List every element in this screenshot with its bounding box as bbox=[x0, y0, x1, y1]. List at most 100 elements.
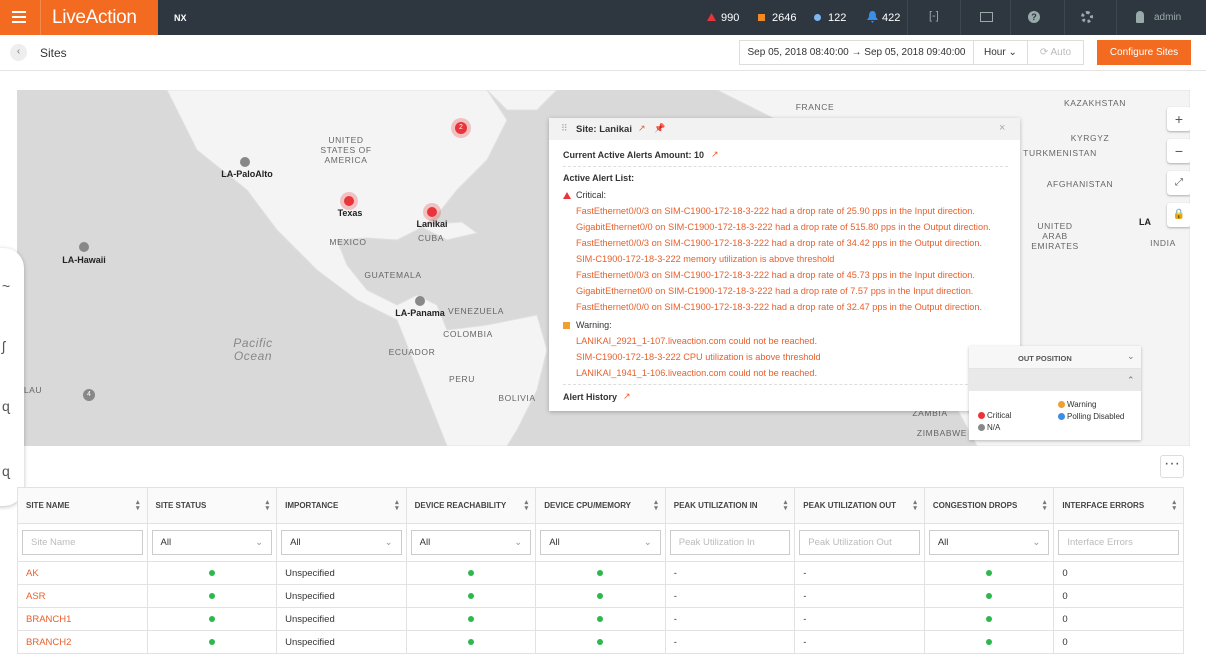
sort-icon: ▴▾ bbox=[266, 500, 270, 512]
date-range[interactable]: Sep 05, 2018 08:40:00 → Sep 05, 2018 09:… bbox=[739, 40, 974, 65]
auto-refresh[interactable]: ⟳ Auto bbox=[1027, 40, 1084, 65]
site-cluster[interactable]: 2 bbox=[455, 122, 467, 134]
table-cell[interactable]: AK bbox=[18, 562, 148, 585]
help-icon[interactable]: ? bbox=[1028, 11, 1040, 23]
column-header[interactable]: INTERFACE ERRORS▴▾ bbox=[1054, 488, 1184, 524]
filter-text: All bbox=[290, 537, 301, 548]
column-header[interactable]: SITE STATUS▴▾ bbox=[147, 488, 277, 524]
table-cell[interactable]: BRANCH1 bbox=[18, 608, 148, 631]
warning-alert[interactable]: SIM-C1900-172-18-3-222 CPU utilization i… bbox=[576, 352, 821, 362]
status-dot bbox=[597, 639, 603, 645]
sort-icon: ▴▾ bbox=[525, 500, 529, 512]
more-button[interactable]: ··· bbox=[1160, 455, 1184, 478]
column-header[interactable]: SITE NAME▴▾ bbox=[18, 488, 148, 524]
pin-icon[interactable]: 📌 bbox=[654, 123, 665, 134]
settings-icon[interactable] bbox=[1081, 11, 1093, 23]
filter-input[interactable]: Peak Utilization In bbox=[670, 530, 791, 555]
warning-alert[interactable]: LANIKAI_2921_1-107.liveaction.com could … bbox=[576, 336, 817, 346]
side-panel: ~ ʃ ɋ ɋ bbox=[0, 248, 24, 506]
filter-input[interactable]: Site Name bbox=[22, 530, 143, 555]
filter-select[interactable]: All⌄ bbox=[281, 530, 402, 555]
critical-alert[interactable]: GigabitEthernet0/0 on SIM-C1900-172-18-3… bbox=[576, 222, 991, 232]
filter-select[interactable]: All⌄ bbox=[152, 530, 273, 555]
legend-header[interactable]: OUT POSITION bbox=[1018, 354, 1072, 363]
filter-cell: All⌄ bbox=[406, 524, 536, 562]
table-cell[interactable]: BRANCH2 bbox=[18, 631, 148, 654]
warning-icon bbox=[563, 322, 570, 329]
side-icon[interactable]: ~ bbox=[2, 278, 10, 294]
configure-sites-button[interactable]: Configure Sites bbox=[1097, 40, 1191, 65]
side-icon[interactable]: ɋ bbox=[2, 398, 10, 414]
critical-alert[interactable]: FastEthernet0/0/3 on SIM-C1900-172-18-3-… bbox=[576, 270, 975, 280]
notification-count[interactable]: 422 bbox=[882, 12, 900, 24]
column-header[interactable]: DEVICE REACHABILITY▴▾ bbox=[406, 488, 536, 524]
open-link[interactable]: ↗ bbox=[711, 149, 719, 160]
lock-button[interactable]: 🔒 bbox=[1167, 203, 1190, 227]
expand-icon[interactable]: [-] bbox=[929, 10, 939, 22]
table-cell: - bbox=[795, 562, 925, 585]
status-cell bbox=[924, 631, 1054, 654]
column-header[interactable]: CONGESTION DROPS▴▾ bbox=[924, 488, 1054, 524]
open-link[interactable]: ↗ bbox=[623, 391, 631, 402]
filter-select[interactable]: All⌄ bbox=[929, 530, 1050, 555]
map-label: CUBA bbox=[418, 233, 444, 243]
status-cell bbox=[406, 585, 536, 608]
filter-text: Peak Utilization Out bbox=[808, 537, 891, 548]
table-cell[interactable]: ASR bbox=[18, 585, 148, 608]
critical-icon bbox=[707, 13, 716, 22]
column-title: INTERFACE ERRORS bbox=[1062, 501, 1144, 510]
logo-text: LiveAction bbox=[52, 7, 137, 29]
site-marker-dot bbox=[415, 296, 425, 306]
critical-alert[interactable]: GigabitEthernet0/0 on SIM-C1900-172-18-3… bbox=[576, 286, 973, 296]
column-header[interactable]: IMPORTANCE▴▾ bbox=[277, 488, 407, 524]
status-dot bbox=[468, 616, 474, 622]
sites-table: SITE NAME▴▾SITE STATUS▴▾IMPORTANCE▴▾DEVI… bbox=[17, 487, 1184, 654]
logo[interactable]: LiveAction bbox=[0, 0, 158, 35]
table-cell: - bbox=[665, 631, 795, 654]
status-dot bbox=[597, 616, 603, 622]
product[interactable]: NX bbox=[174, 13, 187, 23]
zoom-in[interactable]: + bbox=[1167, 107, 1190, 131]
critical-alert[interactable]: FastEthernet0/0/3 on SIM-C1900-172-18-3-… bbox=[576, 206, 975, 216]
zoom-out[interactable]: − bbox=[1167, 139, 1190, 163]
side-icon[interactable]: ɋ bbox=[2, 463, 10, 479]
open-link[interactable]: ↗ bbox=[638, 123, 646, 134]
status-dot bbox=[209, 639, 215, 645]
status-cell bbox=[924, 608, 1054, 631]
filter-input[interactable]: Peak Utilization Out bbox=[799, 530, 920, 555]
map-label: TURKMENISTAN bbox=[1023, 148, 1097, 158]
filter-input[interactable]: Interface Errors bbox=[1058, 530, 1179, 555]
warning-alert[interactable]: LANIKAI_1941_1-106.liveaction.com could … bbox=[576, 368, 817, 378]
major-count[interactable]: 2646 bbox=[772, 12, 796, 24]
map-label: Pacific Ocean bbox=[223, 337, 283, 363]
column-title: DEVICE CPU/MEMORY bbox=[544, 501, 631, 510]
filter-select[interactable]: All⌄ bbox=[411, 530, 532, 555]
critical-alert[interactable]: FastEthernet0/0/0 on SIM-C1900-172-18-3-… bbox=[576, 302, 982, 312]
status-cell bbox=[536, 585, 666, 608]
back-button[interactable]: ‹ bbox=[10, 44, 27, 61]
critical-alert[interactable]: FastEthernet0/0/3 on SIM-C1900-172-18-3-… bbox=[576, 238, 982, 248]
user-name[interactable]: admin bbox=[1154, 12, 1181, 23]
legend-label: Critical bbox=[987, 411, 1011, 420]
map-label: VENEZUELA bbox=[448, 306, 504, 316]
interval-select[interactable]: Hour ⌄ bbox=[973, 40, 1028, 65]
column-header[interactable]: DEVICE CPU/MEMORY▴▾ bbox=[536, 488, 666, 524]
monitor-icon[interactable] bbox=[980, 12, 993, 22]
close-button[interactable]: × bbox=[999, 122, 1005, 134]
status-cell bbox=[147, 608, 277, 631]
column-header[interactable]: PEAK UTILIZATION IN▴▾ bbox=[665, 488, 795, 524]
alert-history[interactable]: Alert History bbox=[563, 392, 617, 402]
column-header[interactable]: PEAK UTILIZATION OUT▴▾ bbox=[795, 488, 925, 524]
minor-count[interactable]: 122 bbox=[828, 12, 846, 24]
side-icon[interactable]: ʃ bbox=[2, 338, 5, 354]
menu-icon[interactable] bbox=[0, 11, 40, 25]
filter-select[interactable]: All⌄ bbox=[540, 530, 661, 555]
critical-count[interactable]: 990 bbox=[721, 12, 739, 24]
critical-alert[interactable]: SIM-C1900-172-18-3-222 memory utilizatio… bbox=[576, 254, 834, 264]
table-cell: Unspecified bbox=[277, 585, 407, 608]
status-dot bbox=[986, 570, 992, 576]
status-dot bbox=[597, 570, 603, 576]
fit-button[interactable]: ⤢ bbox=[1167, 171, 1190, 195]
site-cluster[interactable]: 4 bbox=[83, 389, 95, 401]
page-title: Sites bbox=[40, 46, 67, 60]
